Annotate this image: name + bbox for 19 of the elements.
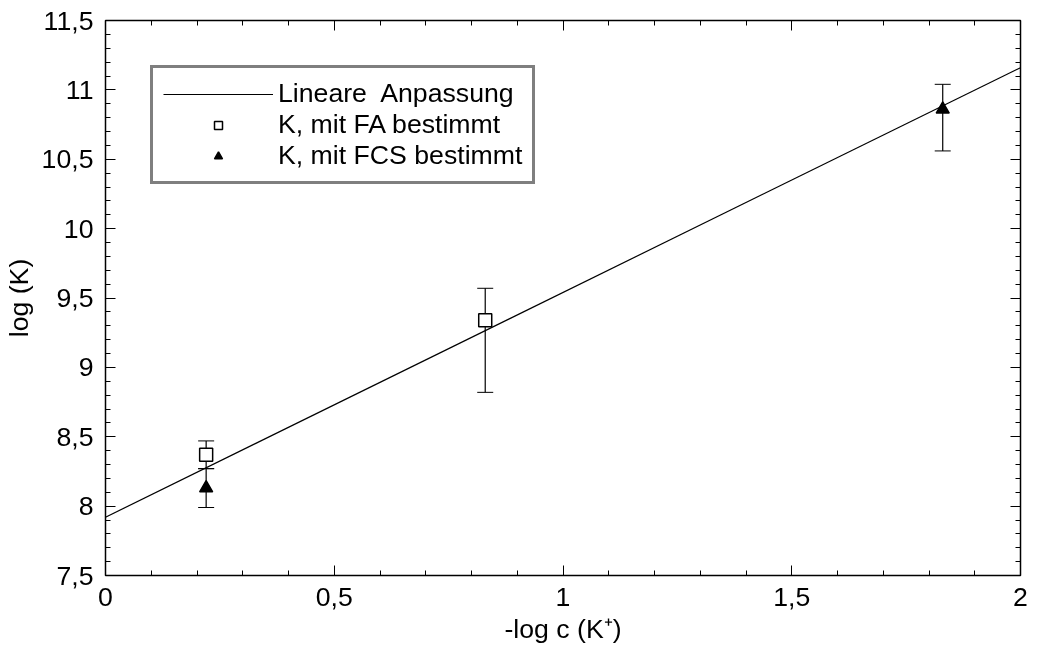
x-tick-label: 0 [98, 581, 113, 612]
x-tick-label: 0,5 [315, 581, 353, 612]
y-tick-label: 7,5 [56, 560, 94, 591]
y-tick-label: 9 [78, 352, 94, 383]
y-tick-label: 10,5 [41, 144, 94, 175]
legend-label: Lineare Anpassung [278, 78, 514, 109]
y-tick-label: 8,5 [56, 421, 94, 452]
x-tick-label: 2 [1013, 581, 1028, 612]
y-tick-label: 8 [78, 491, 94, 522]
y-axis-title: log (K) [3, 258, 34, 338]
legend-label: K, mit FA bestimmt [278, 109, 501, 140]
legend-label: K, mit FCS bestimmt [278, 140, 523, 171]
x-axis-title: -log c (K⁺) [504, 613, 622, 644]
x-tick-label: 1 [555, 581, 571, 612]
y-tick-label: 11,5 [43, 5, 94, 36]
x-tick-label: 1,5 [773, 581, 811, 612]
y-tick-label: 9,5 [56, 283, 94, 313]
y-tick-label: 11 [65, 74, 94, 105]
y-tick-label: 10 [63, 213, 94, 244]
